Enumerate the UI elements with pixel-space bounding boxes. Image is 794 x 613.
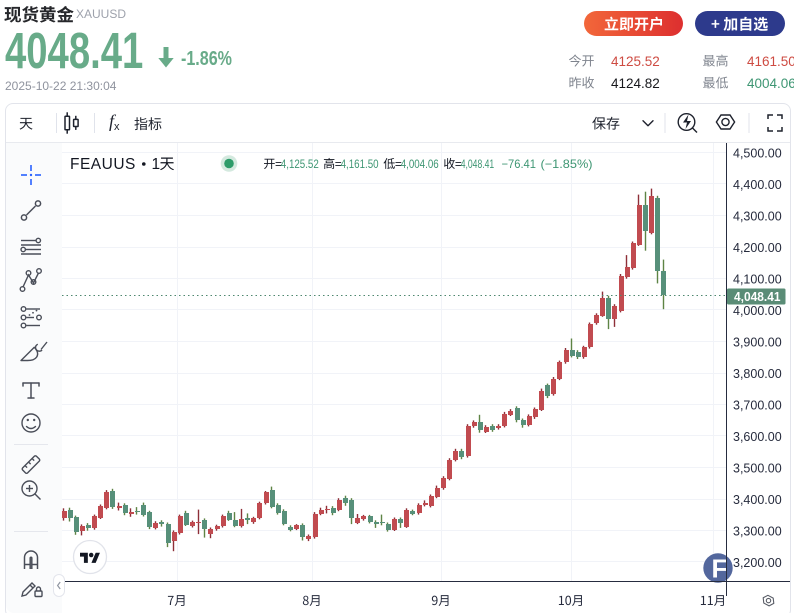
svg-text:3,600.00: 3,600.00	[733, 430, 782, 444]
svg-text:4,500.00: 4,500.00	[733, 146, 782, 160]
svg-text:4,100.00: 4,100.00	[733, 272, 782, 286]
svg-text:(−1.85%): (−1.85%)	[541, 157, 593, 171]
svg-text:4,300.00: 4,300.00	[733, 209, 782, 223]
svg-text:3,500.00: 3,500.00	[733, 461, 782, 475]
svg-text:4,400.00: 4,400.00	[733, 178, 782, 192]
svg-text:3,700.00: 3,700.00	[733, 398, 782, 412]
svg-text:4,161.50: 4,161.50	[341, 157, 379, 171]
svg-text:3,900.00: 3,900.00	[733, 335, 782, 349]
svg-text:−76.41: −76.41	[502, 157, 537, 171]
svg-text:3,400.00: 3,400.00	[733, 493, 782, 507]
svg-text:4,125.52: 4,125.52	[281, 157, 319, 171]
svg-text:3,300.00: 3,300.00	[733, 524, 782, 538]
svg-text:=: =	[395, 157, 402, 171]
svg-text:F: F	[712, 554, 728, 584]
svg-text:4,000.00: 4,000.00	[733, 304, 782, 318]
svg-text:3,800.00: 3,800.00	[733, 367, 782, 381]
svg-text:4,048.41: 4,048.41	[461, 157, 495, 171]
svg-text:4,200.00: 4,200.00	[733, 241, 782, 255]
svg-text:=: =	[335, 157, 342, 171]
svg-text:1: 1	[152, 156, 161, 173]
svg-text:FEAUUS: FEAUUS	[70, 156, 136, 173]
svg-text:3,200.00: 3,200.00	[733, 556, 782, 570]
svg-text:=: =	[455, 157, 462, 171]
svg-text:4,048.41: 4,048.41	[734, 290, 781, 304]
svg-text:4,004.06: 4,004.06	[401, 157, 439, 171]
svg-text:=: =	[275, 157, 282, 171]
